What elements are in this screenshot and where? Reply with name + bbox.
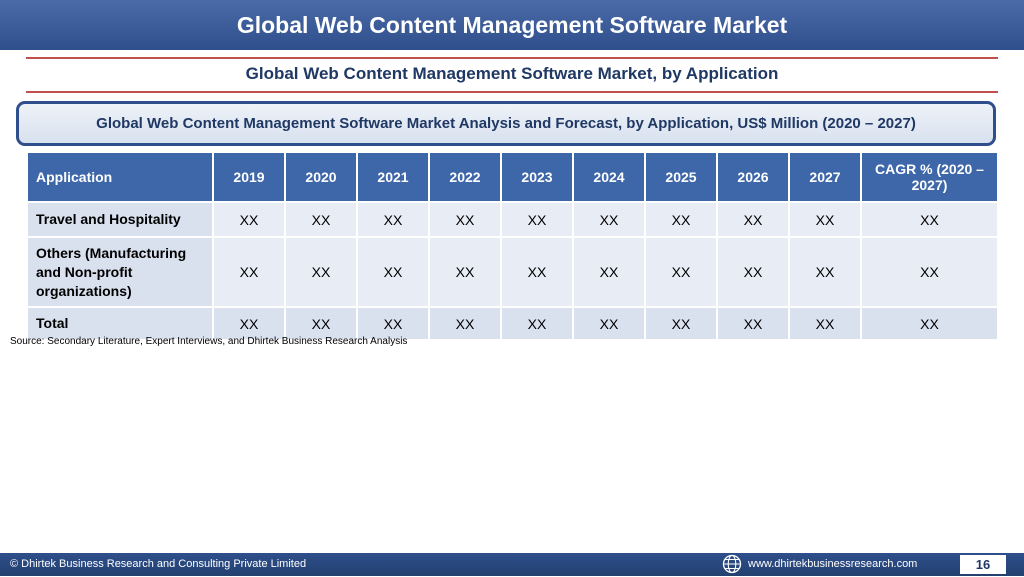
table-cell: XX — [716, 236, 790, 308]
row-label: Others (Manufacturing and Non-profit org… — [26, 236, 214, 308]
column-header: 2021 — [356, 151, 430, 203]
table-cell: XX — [428, 201, 502, 238]
table-cell: XX — [500, 236, 574, 308]
table-cell: XX — [860, 236, 999, 308]
table-cell: XX — [788, 201, 862, 238]
table-cell: XX — [716, 201, 790, 238]
column-header: Application — [26, 151, 214, 203]
table-cell: XX — [356, 201, 430, 238]
divider-bottom — [26, 91, 998, 93]
table-cell: XX — [788, 306, 862, 341]
table-cell: XX — [572, 236, 646, 308]
column-header-cagr: CAGR % (2020 – 2027) — [860, 151, 999, 203]
source-note: Source: Secondary Literature, Expert Int… — [10, 336, 408, 347]
column-header: 2020 — [284, 151, 358, 203]
market-table: Application 2019 2020 2021 2022 2023 202… — [26, 151, 999, 341]
table-cell: XX — [212, 201, 286, 238]
table-cell: XX — [284, 306, 358, 341]
table-cell: XX — [572, 201, 646, 238]
table-cell: XX — [788, 236, 862, 308]
column-header: 2024 — [572, 151, 646, 203]
table-caption: Global Web Content Management Software M… — [96, 115, 916, 132]
column-header: 2023 — [500, 151, 574, 203]
page-number: 16 — [960, 555, 1006, 574]
website-link[interactable]: www.dhirtekbusinessresearch.com — [748, 558, 918, 570]
table-cell: XX — [212, 306, 286, 341]
column-header: 2022 — [428, 151, 502, 203]
row-label: Total — [26, 306, 214, 341]
table-row: Travel and Hospitality XX XX XX XX XX XX… — [26, 201, 999, 238]
page-title: Global Web Content Management Software M… — [236, 11, 788, 38]
table-cell: XX — [572, 306, 646, 341]
section-subtitle: Global Web Content Management Software M… — [245, 64, 779, 83]
footer-bar: © Dhirtek Business Research and Consulti… — [0, 553, 1024, 576]
copyright-text: © Dhirtek Business Research and Consulti… — [10, 558, 307, 570]
table-cell: XX — [356, 306, 430, 341]
table-cell: XX — [860, 306, 999, 341]
table-cell: XX — [284, 201, 358, 238]
table-row: Others (Manufacturing and Non-profit org… — [26, 236, 999, 308]
table-cell: XX — [284, 236, 358, 308]
table-cell: XX — [428, 236, 502, 308]
column-header: 2026 — [716, 151, 790, 203]
table-cell: XX — [860, 201, 999, 238]
title-bar: Global Web Content Management Software M… — [0, 0, 1024, 50]
row-label: Travel and Hospitality — [26, 201, 214, 238]
globe-icon — [722, 554, 742, 574]
table-cell: XX — [644, 201, 718, 238]
table-cell: XX — [500, 201, 574, 238]
table-header-row: Application 2019 2020 2021 2022 2023 202… — [26, 151, 999, 203]
table-cell: XX — [212, 236, 286, 308]
table-caption-banner: Global Web Content Management Software M… — [16, 101, 996, 146]
column-header: 2027 — [788, 151, 862, 203]
divider-top — [26, 57, 998, 59]
column-header: 2019 — [212, 151, 286, 203]
table-cell: XX — [716, 306, 790, 341]
table-cell: XX — [644, 236, 718, 308]
table-cell: XX — [500, 306, 574, 341]
table-cell: XX — [356, 236, 430, 308]
table-cell: XX — [428, 306, 502, 341]
table-cell: XX — [644, 306, 718, 341]
table-row-total: Total XX XX XX XX XX XX XX XX XX XX — [26, 306, 999, 341]
column-header: 2025 — [644, 151, 718, 203]
